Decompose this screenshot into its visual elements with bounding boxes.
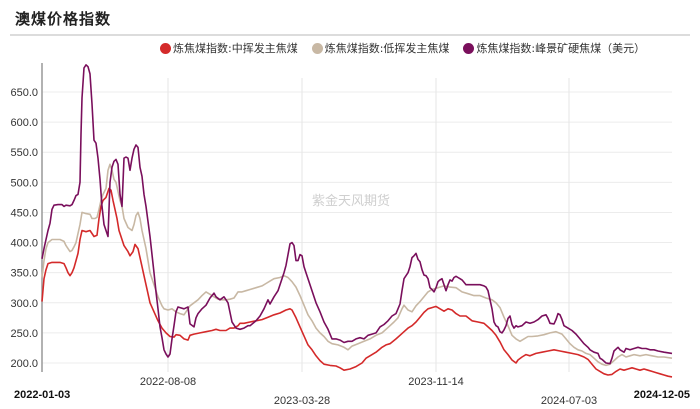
legend-dot-icon <box>311 42 323 54</box>
y-tick-label: 400.0 <box>10 238 38 250</box>
y-tick-label: 300.0 <box>10 298 38 310</box>
legend-item-low-vol[interactable]: 炼焦煤指数:低挥发主焦煤 <box>311 40 450 56</box>
chart-title: 澳煤价格指数 <box>15 10 112 28</box>
legend-label: 炼焦煤指数:中挥发主焦煤 <box>173 42 298 55</box>
legend-item-peak-downs[interactable]: 炼焦煤指数:峰景矿硬焦煤（美元） <box>463 40 645 56</box>
watermark: 紫金天风期货 <box>312 194 391 209</box>
y-tick-label: 500.0 <box>10 177 38 189</box>
legend-label: 炼焦煤指数:峰景矿硬焦煤（美元） <box>476 42 646 55</box>
y-tick-label: 250.0 <box>10 328 38 340</box>
x-tick-label: 2024-07-03 <box>541 395 597 407</box>
y-tick-label: 550.0 <box>10 147 38 159</box>
y-tick-label: 350.0 <box>10 268 38 280</box>
gridlines <box>42 78 672 372</box>
x-tick-label: 2024-12-05 <box>634 389 690 401</box>
y-axis: 200.0 250.0 300.0 350.0 400.0 450.0 500.0 550.0… <box>10 63 43 372</box>
x-tick-label: 2022-08-08 <box>140 376 196 388</box>
legend-dot-icon <box>463 42 475 54</box>
x-tick-label: 2023-03-28 <box>274 395 330 407</box>
series-line <box>41 64 673 365</box>
legend-label: 炼焦煤指数:低挥发主焦煤 <box>324 42 450 55</box>
x-tick-label: 2023-11-14 <box>408 376 463 388</box>
chart-legend: 炼焦煤指数:中挥发主焦煤 炼焦煤指数:低挥发主焦煤 炼焦煤指数:峰景矿硬焦煤（美… <box>160 40 645 56</box>
y-tick-label: 600.0 <box>10 117 38 129</box>
y-tick-label: 200.0 <box>10 358 38 370</box>
y-tick-label: 650.0 <box>10 87 38 99</box>
y-tick-label: 450.0 <box>10 207 38 219</box>
legend-item-mid-vol[interactable]: 炼焦煤指数:中挥发主焦煤 <box>160 40 298 56</box>
series-line <box>41 187 673 378</box>
legend-dot-icon <box>160 42 171 54</box>
x-axis: 2022-01-03 2022-08-08 2023-03-28 2023-11-14… <box>14 376 690 407</box>
title-divider <box>10 34 690 36</box>
x-tick-label: 2022-01-03 <box>14 389 70 401</box>
series-lines <box>41 64 673 378</box>
